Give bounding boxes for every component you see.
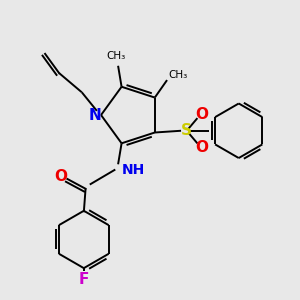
Text: N: N xyxy=(88,107,101,122)
Text: O: O xyxy=(196,107,208,122)
Text: CH₃: CH₃ xyxy=(168,70,187,80)
Text: O: O xyxy=(196,140,208,155)
Text: S: S xyxy=(181,123,192,138)
Text: CH₃: CH₃ xyxy=(107,51,126,61)
Text: F: F xyxy=(79,272,89,287)
Text: O: O xyxy=(55,169,68,184)
Text: NH: NH xyxy=(122,163,145,176)
